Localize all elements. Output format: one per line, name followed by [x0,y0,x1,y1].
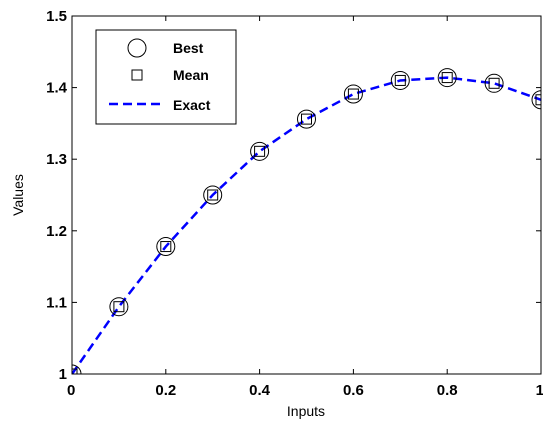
mean-point [535,94,541,106]
mean-point [488,77,500,89]
best-point [250,141,270,161]
mean-point [301,113,312,125]
x-tick-label: 0.4 [249,382,271,399]
legend-best-marker [127,38,147,58]
best-point [343,84,363,104]
x-tick-label: 0.6 [343,382,364,399]
best-point [297,109,316,129]
x-axis-label: Inputs [287,403,325,419]
y-tick-label: 1.1 [46,294,67,311]
best-point [156,237,176,257]
best-point [437,68,457,88]
mean-point [113,301,125,313]
mean-point [254,145,266,157]
legend-best-label: Best [173,40,204,56]
y-axis-label: Values [10,174,26,216]
legend-exact-label: Exact [173,97,211,113]
mean-point [394,74,406,86]
y-tick-label: 1.3 [46,151,67,168]
plot-frame [71,15,542,375]
legend-mean-label: Mean [173,67,209,83]
best-point [484,73,504,93]
y-tick-label: 1.4 [46,80,68,97]
y-tick-label: 1 [59,366,67,383]
mean-point [160,241,172,253]
best-point [203,185,223,205]
best-point [109,297,129,317]
exact-series-line [72,76,541,374]
legend: Best Mean Exact [95,29,237,125]
x-tick-label: 0.2 [155,382,176,399]
legend-mean-marker [131,69,143,81]
y-tick-label: 1.2 [46,223,67,240]
x-tick-label: 1 [536,382,543,399]
x-tick-label: 0 [67,382,75,399]
best-point [390,70,410,90]
mean-point [347,88,359,100]
y-tick-label: 1.5 [46,8,67,25]
x-tick-label: 0.8 [437,382,458,399]
best-point [531,90,541,110]
legend-box [95,29,237,125]
mean-point [207,189,219,201]
mean-point [441,72,453,84]
